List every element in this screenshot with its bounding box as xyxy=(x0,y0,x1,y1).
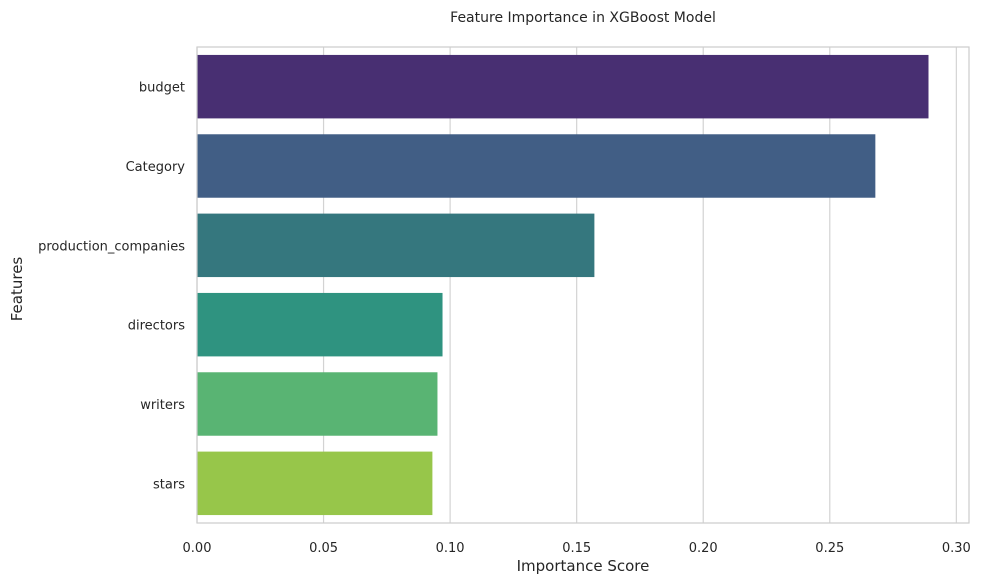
x-tick-label: 0.20 xyxy=(689,541,718,556)
y-tick-layer: budget Category production_companiesdirect… xyxy=(38,81,185,493)
x-tick-label: 0.25 xyxy=(815,541,844,556)
bar-writers xyxy=(197,372,438,436)
bar-Category xyxy=(197,134,876,198)
bar-budget xyxy=(197,54,929,119)
bar-layer xyxy=(197,54,929,516)
x-axis-label: Importance Score xyxy=(517,557,650,575)
bar-stars xyxy=(197,451,433,516)
y-tick-label: Category xyxy=(126,160,186,175)
y-tick-label: stars xyxy=(153,477,185,492)
x-tick-layer: 0.00 0.05 0.10 0.15 0.20 0.25 0.30 xyxy=(183,541,971,556)
y-tick-label: budget xyxy=(139,81,185,96)
plot-frame xyxy=(196,46,970,524)
y-axis-label: Features xyxy=(8,257,26,322)
y-tick-label: directors xyxy=(128,319,185,334)
x-tick-label: 0.30 xyxy=(942,541,971,556)
x-tick-label: 0.10 xyxy=(436,541,465,556)
bar-directors xyxy=(197,292,443,357)
y-tick-label: production_companies xyxy=(38,239,185,254)
bar-production_companies xyxy=(197,213,595,278)
chart-title: Feature Importance in XGBoost Model xyxy=(450,10,716,26)
x-tick-label: 0.15 xyxy=(562,541,591,556)
x-tick-label: 0.00 xyxy=(183,541,212,556)
grid-layer xyxy=(196,47,957,523)
x-tick-label: 0.05 xyxy=(309,541,338,556)
y-tick-label: writers xyxy=(140,398,185,413)
